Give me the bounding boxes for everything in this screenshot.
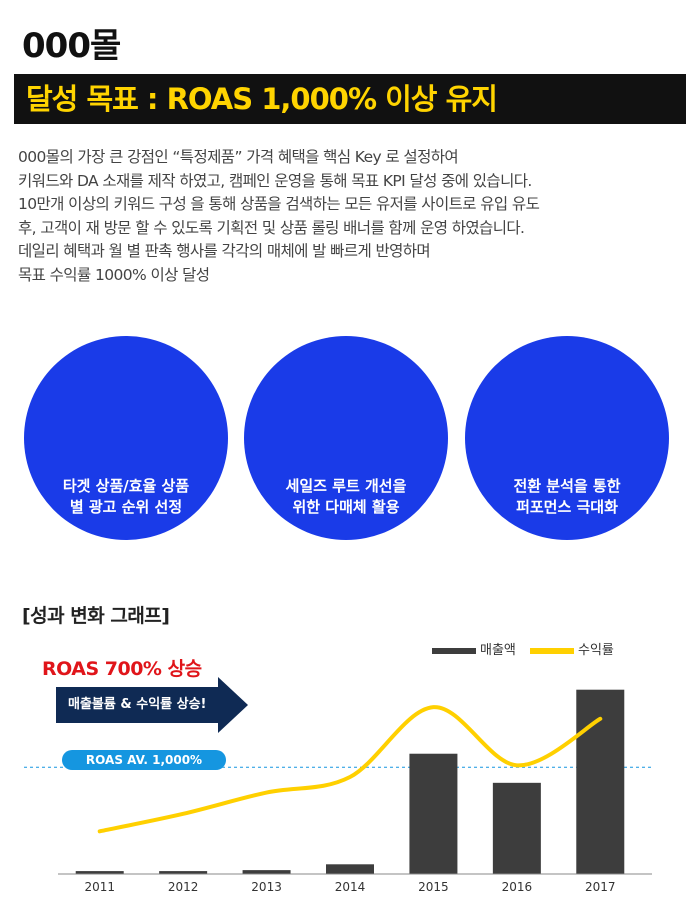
legend-swatch-bar — [432, 647, 476, 654]
performance-chart: 2011 2012 2013 2014 2015 2016 2017 — [24, 689, 652, 894]
roas-average-badge: ROAS AV. 1,000% — [62, 750, 226, 770]
x-tick-label: 2015 — [418, 880, 449, 894]
intro-line: 데일리 혜택과 월 별 판촉 행사를 각각의 매체에 발 빠르게 반영하며 — [18, 242, 431, 260]
strategy-label: 퍼포먼스 극대화 — [516, 498, 618, 516]
bar-2014 — [326, 864, 374, 874]
arrow-body — [56, 687, 218, 723]
legend-label: 수익률 — [578, 643, 614, 658]
intro-text: 000몰의 가장 큰 강점인 “특정제품” 가격 혜택을 핵심 Key 로 설정… — [18, 146, 688, 287]
brand-title: 000몰 — [22, 26, 121, 66]
x-tick-label: 2012 — [168, 880, 199, 894]
bar-2016 — [492, 782, 541, 874]
strategy-circle-ranking: 타겟 상품/효율 상품 별 광고 순위 선정 — [24, 336, 228, 540]
goal-banner: 달성 목표 : ROAS 1,000% 이상 유지 — [14, 74, 686, 124]
growth-arrow: 매출볼륨 & 수익률 상승! — [56, 677, 248, 733]
arrow-label: 매출볼륨 & 수익률 상승! — [68, 697, 207, 712]
strategy-label: 위한 다매체 활용 — [292, 498, 400, 516]
x-tick-label: 2016 — [502, 880, 533, 894]
strategy-label: 전환 분석을 통한 — [513, 477, 621, 495]
strategy-label: 세일즈 루트 개선을 — [285, 477, 407, 495]
intro-line: 목표 수익률 1000% 이상 달성 — [18, 265, 210, 284]
legend-label: 매출액 — [480, 643, 516, 658]
legend-swatch-line — [530, 647, 574, 654]
section-title: [성과 변화 그래프] — [22, 605, 170, 627]
intro-line: 후, 고객이 재 방문 할 수 있도록 기획전 및 상품 롤링 배너를 함께 운… — [18, 218, 525, 237]
x-tick-label: 2011 — [84, 880, 115, 894]
bar-2015 — [409, 753, 458, 874]
bar-2012 — [159, 871, 208, 874]
arrow-right-icon — [218, 677, 248, 733]
x-tick-label: 2014 — [335, 880, 366, 894]
intro-line: 000몰의 가장 큰 강점인 “특정제품” 가격 혜택을 핵심 Key 로 설정… — [18, 148, 459, 166]
strategy-label: 별 광고 순위 선정 — [69, 498, 183, 516]
strategy-circle-performance: 전환 분석을 통한 퍼포먼스 극대화 — [465, 336, 669, 540]
legend-item-sales: 매출액 — [432, 639, 516, 658]
strategy-label: 타겟 상품/효율 상품 — [62, 477, 190, 495]
intro-line: 키워드와 DA 소재를 제작 하였고, 캠페인 운영을 통해 목표 KPI 달성… — [18, 171, 532, 190]
bar-2013 — [242, 870, 291, 874]
x-tick-label: 2013 — [251, 880, 282, 894]
legend-item-roi: 수익률 — [530, 639, 614, 658]
roas-headline: ROAS 700% 상승 — [42, 658, 202, 680]
intro-line: 10만개 이상의 키워드 구성 을 통해 상품을 검색하는 모든 유저를 사이트… — [18, 195, 540, 213]
strategy-circle-multimedia: 세일즈 루트 개선을 위한 다매체 활용 — [244, 336, 448, 540]
x-tick-label: 2017 — [585, 880, 616, 894]
bar-2011 — [75, 871, 124, 874]
